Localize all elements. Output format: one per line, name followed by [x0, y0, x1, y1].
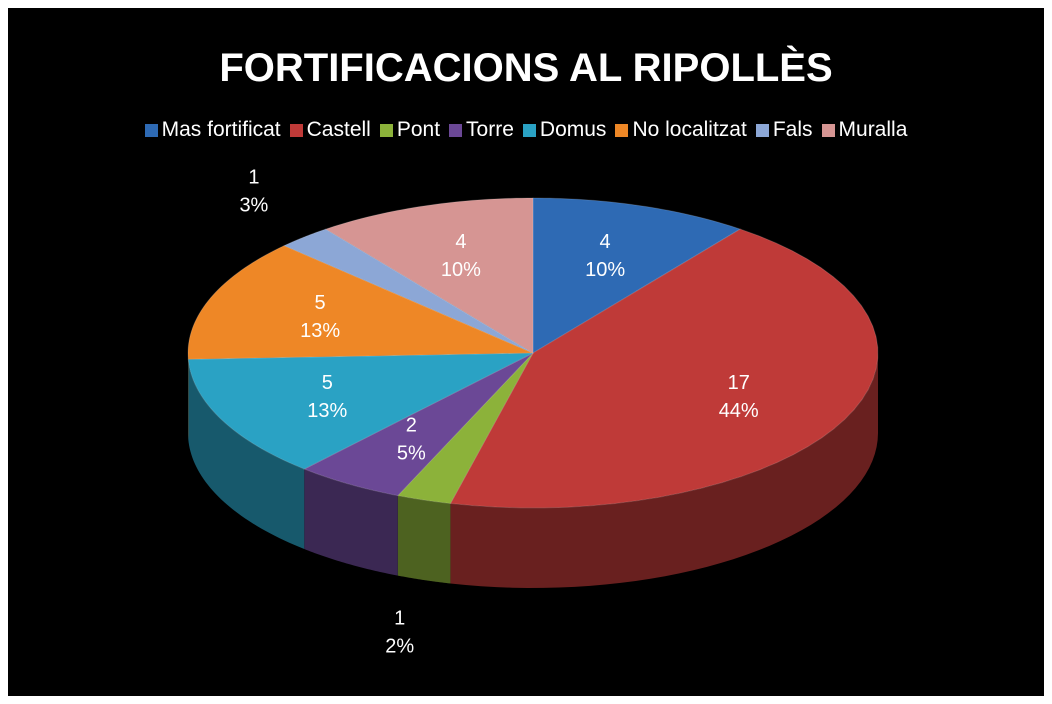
data-label-value: 17: [728, 372, 750, 394]
slice-side: [304, 469, 398, 576]
legend-item: Pont: [379, 118, 441, 142]
legend-label: Torre: [466, 118, 514, 141]
data-label-percent: 2%: [385, 636, 414, 658]
data-label-value: 4: [455, 231, 466, 253]
legend-item: Mas fortificat: [144, 118, 281, 142]
data-label-percent: 10%: [441, 259, 481, 281]
legend-item: Castell: [289, 118, 371, 142]
legend-swatch: [615, 123, 629, 137]
legend-item: Muralla: [821, 118, 908, 142]
legend-swatch: [289, 123, 303, 137]
chart-title: FORTIFICACIONS AL RIPOLLÈS: [219, 46, 833, 90]
legend-label: Castell: [306, 118, 371, 141]
slice: [396, 352, 534, 505]
slice-side: [397, 495, 451, 584]
data-label-value: 1: [248, 167, 259, 189]
legend-swatch: [449, 123, 463, 137]
data-label-percent: 10%: [585, 259, 625, 281]
legend-label: Mas fortificat: [161, 118, 281, 141]
slice: [187, 352, 534, 470]
legend-swatch: [821, 123, 835, 137]
data-label-value: 5: [322, 372, 333, 394]
legend-swatch: [755, 123, 769, 137]
slice-side: [450, 353, 878, 588]
data-label-value: 4: [600, 231, 611, 253]
slice: [187, 245, 534, 360]
legend-item: No localitzat: [615, 118, 747, 142]
data-label-percent: 3%: [239, 195, 268, 217]
chart: FORTIFICACIONS AL RIPOLLÈS Mas fortifica…: [8, 8, 1044, 696]
legend-label: No localitzat: [632, 118, 747, 141]
slice: [532, 197, 742, 354]
legend-label: Pont: [396, 118, 441, 141]
data-label-percent: 44%: [719, 400, 759, 422]
legend-swatch: [379, 123, 393, 137]
data-label-percent: 13%: [307, 400, 347, 422]
legend-item: Domus: [522, 118, 607, 142]
data-label-value: 2: [406, 415, 417, 437]
legend-swatch: [522, 123, 536, 137]
data-label-value: 5: [315, 292, 326, 314]
legend-item: Fals: [755, 118, 813, 142]
data-label-percent: 5%: [397, 443, 426, 465]
legend-item: Torre: [449, 118, 514, 142]
slice-side: [188, 359, 305, 550]
slice: [324, 197, 534, 354]
legend-label: Domus: [539, 118, 607, 141]
slice: [282, 228, 534, 354]
data-label-value: 1: [394, 608, 405, 630]
slice: [449, 228, 879, 509]
legend-swatch: [144, 123, 158, 137]
slice: [303, 352, 534, 497]
legend: Mas fortificat Castell Pont Torre Domus No lo…: [8, 118, 1044, 142]
legend-label: Muralla: [838, 118, 908, 141]
data-label-percent: 13%: [300, 320, 340, 342]
legend-label: Fals: [772, 118, 813, 141]
